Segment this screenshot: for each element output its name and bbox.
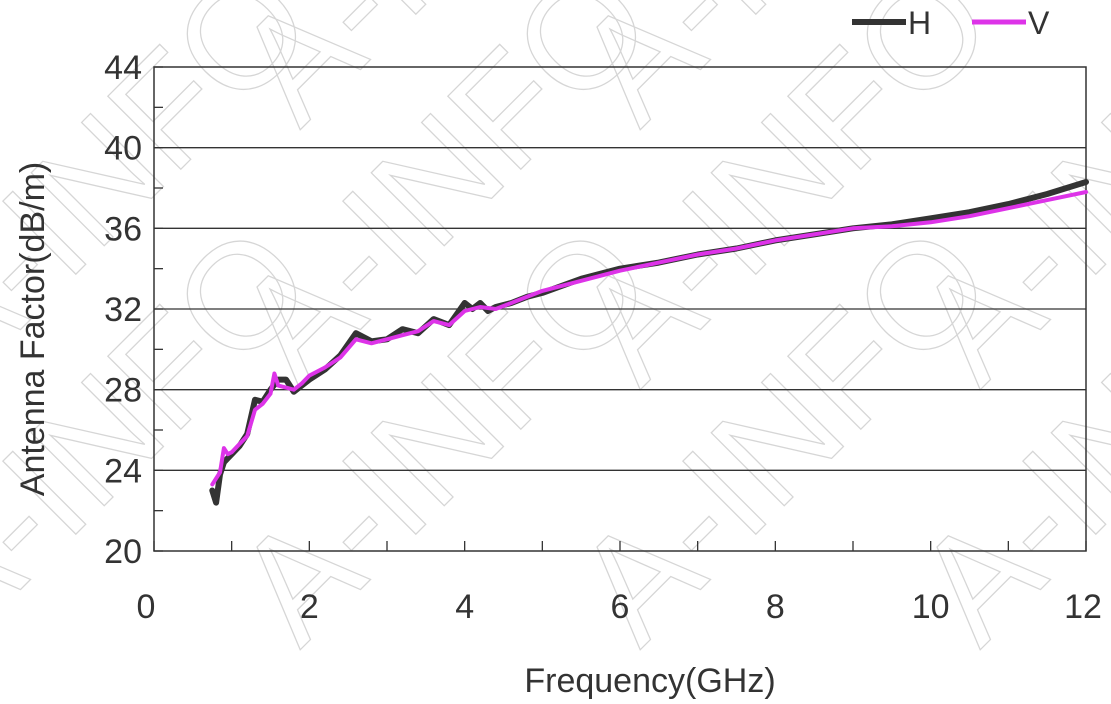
data-series [209, 179, 1089, 506]
x-axis-title: Frequency(GHz) [524, 662, 775, 700]
legend-label-h: H [908, 5, 931, 41]
x-tick-label: 0 [137, 588, 156, 626]
y-tick-label: 24 [104, 452, 142, 490]
y-tick-labels: 20 24 28 32 36 40 44 [104, 49, 142, 571]
x-tick-label: 10 [912, 588, 950, 626]
y-tick-label: 36 [104, 210, 142, 248]
y-tick-label: 44 [104, 49, 142, 87]
series-line-v [210, 190, 1088, 487]
x-tick-labels: 0 2 4 6 8 10 12 [137, 588, 1102, 626]
y-axis-title: Antenna Factor(dB/m) [14, 162, 52, 496]
x-tick-label: 4 [455, 588, 474, 626]
x-tick-label: 8 [766, 588, 785, 626]
y-tick-label: 20 [104, 533, 142, 571]
y-tick-label: 40 [104, 130, 142, 168]
watermark: A-INFOA-INFOA-INFOA-INFOA-INFOA-INFOA-IN… [0, 0, 1111, 673]
axis-ticks [153, 66, 1087, 552]
legend-label-v: V [1028, 5, 1050, 41]
y-tick-label: 28 [104, 372, 142, 410]
x-tick-label: 12 [1064, 588, 1102, 626]
grid-lines [154, 147, 1086, 471]
x-tick-label: 6 [611, 588, 630, 626]
x-tick-label: 2 [300, 588, 319, 626]
y-tick-label: 32 [104, 291, 142, 329]
